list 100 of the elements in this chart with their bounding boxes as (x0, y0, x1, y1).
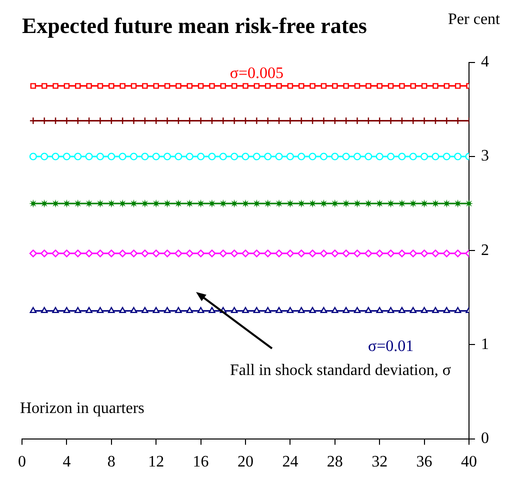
point (308, 152, 316, 160)
point (376, 250, 384, 258)
point (164, 83, 170, 89)
point (253, 307, 260, 314)
point (28, 199, 38, 208)
point (86, 83, 92, 89)
point (298, 83, 304, 89)
point (432, 152, 440, 160)
point (119, 307, 126, 314)
point (252, 152, 260, 160)
point (230, 307, 238, 314)
point (398, 307, 406, 314)
point (366, 83, 372, 89)
point (342, 250, 350, 258)
point (208, 250, 216, 258)
x-tick-label: 36 (416, 454, 432, 471)
point (242, 307, 249, 314)
point (444, 83, 450, 89)
point (219, 250, 227, 258)
point (197, 307, 204, 314)
point (254, 83, 260, 89)
x-tick-label: 4 (62, 454, 71, 471)
chart-title: Expected future mean risk-free rates (22, 12, 368, 38)
point (420, 199, 428, 208)
point (120, 83, 126, 89)
point (230, 152, 238, 160)
point (163, 250, 172, 258)
point (176, 83, 182, 89)
point (52, 152, 60, 160)
x-tick-label: 16 (192, 454, 209, 471)
point (197, 250, 205, 258)
point (96, 152, 104, 160)
point (40, 152, 48, 160)
point (365, 307, 372, 314)
point (86, 307, 92, 314)
x-axis-title: Horizon in quarters (20, 400, 144, 417)
point (52, 307, 59, 314)
point (153, 83, 159, 89)
x-tick-label: 0 (18, 454, 26, 471)
point (164, 307, 171, 314)
x-tick-label: 8 (107, 454, 116, 471)
point (141, 250, 149, 258)
point (29, 250, 37, 258)
point (410, 83, 416, 89)
point (286, 250, 294, 258)
point (74, 152, 82, 160)
point (209, 83, 215, 89)
point (454, 307, 462, 314)
annotation: Fall in shock standard deviation, σ (230, 362, 452, 379)
point (376, 83, 382, 89)
point (443, 307, 450, 314)
point (264, 307, 272, 314)
point (353, 199, 362, 208)
x-tick-label: 40 (461, 454, 477, 471)
point (152, 307, 160, 314)
point (320, 250, 328, 258)
point (386, 199, 395, 208)
point (364, 250, 372, 258)
point (108, 83, 114, 89)
point (74, 307, 82, 314)
point (186, 152, 194, 160)
point (432, 83, 438, 89)
point (286, 307, 294, 314)
point (286, 152, 294, 160)
point (174, 152, 182, 160)
point (420, 250, 428, 258)
point (420, 152, 428, 160)
point (186, 250, 194, 258)
point (96, 250, 104, 258)
point (332, 307, 338, 314)
point (275, 250, 283, 258)
point (286, 199, 294, 208)
y-tick-label: 4 (481, 54, 489, 71)
point (230, 250, 238, 258)
point (376, 307, 383, 314)
point (421, 83, 428, 89)
y-tick-label: 3 (481, 148, 489, 165)
point (386, 152, 395, 160)
point (409, 152, 417, 160)
point (198, 83, 204, 89)
point (208, 152, 216, 160)
point (287, 83, 294, 89)
point (264, 83, 271, 89)
point (186, 83, 192, 89)
point (108, 250, 116, 258)
point (242, 83, 248, 89)
point (40, 307, 48, 314)
point (376, 152, 384, 160)
point (298, 250, 306, 258)
point (163, 199, 172, 208)
point (409, 250, 417, 258)
point (252, 250, 260, 258)
point (130, 199, 138, 208)
x-tick-label: 28 (326, 454, 343, 471)
point (386, 250, 395, 258)
point (30, 307, 37, 314)
y-tick-label: 2 (481, 242, 489, 259)
series-label: σ=0.005 (230, 64, 284, 82)
point (97, 83, 104, 89)
point (96, 199, 104, 208)
